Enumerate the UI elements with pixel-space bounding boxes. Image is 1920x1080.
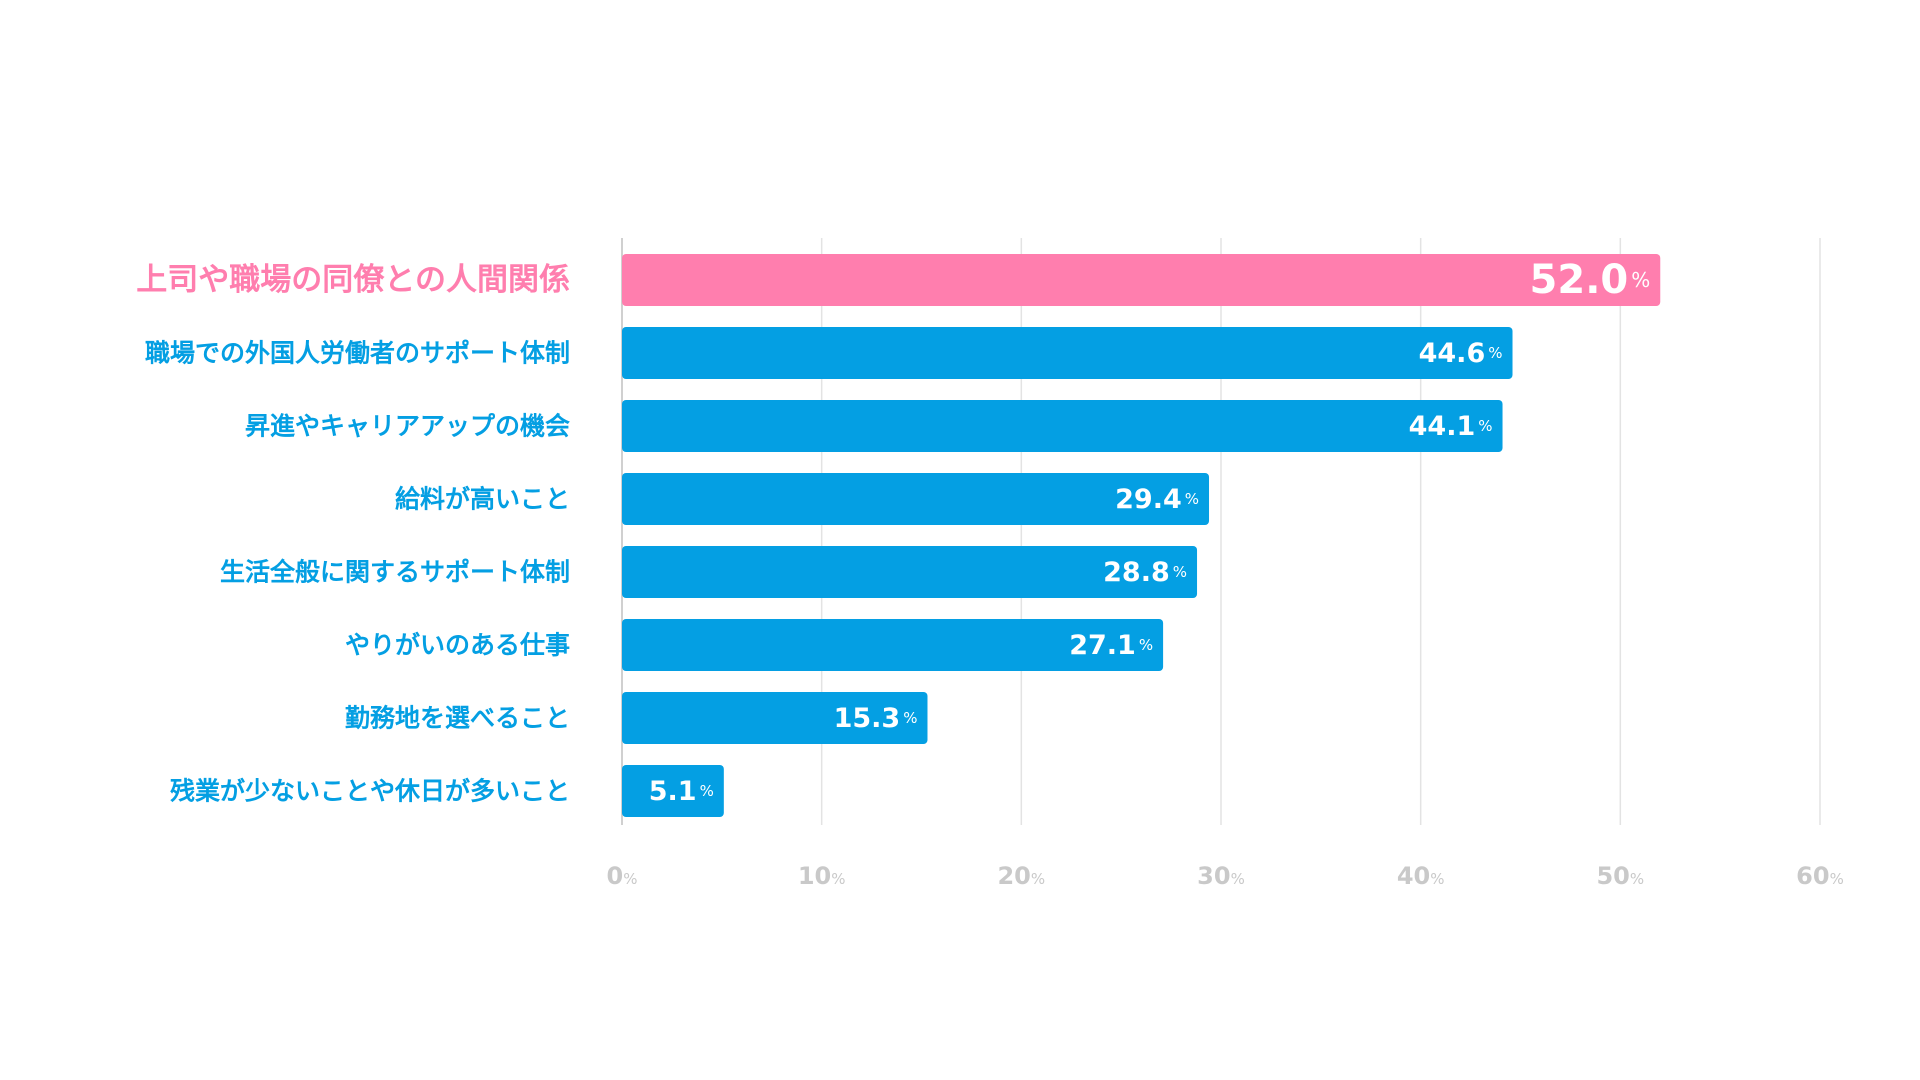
value-label: 44.1% — [1409, 411, 1493, 442]
x-tick-label: 20% — [997, 862, 1045, 890]
value-label: 44.6% — [1419, 338, 1503, 369]
x-tick-value: 50 — [1596, 862, 1629, 890]
value-number: 44.6 — [1419, 338, 1486, 369]
x-tick-label: 40% — [1397, 862, 1445, 890]
bar — [622, 400, 1503, 452]
x-tick-label: 50% — [1596, 862, 1644, 890]
value-unit: % — [1631, 268, 1650, 292]
x-tick-label: 60% — [1796, 862, 1844, 890]
value-unit: % — [1173, 563, 1187, 581]
category-label: 残業が少ないことや休日が多いこと — [170, 777, 570, 806]
x-tick-label: 0% — [607, 862, 638, 890]
x-tick-unit: % — [1231, 870, 1245, 888]
bar — [622, 619, 1164, 671]
x-tick-unit: % — [1031, 870, 1045, 888]
x-tick-unit: % — [831, 870, 845, 888]
value-unit: % — [903, 709, 917, 727]
value-number: 15.3 — [834, 703, 901, 734]
category-label: 給料が高いこと — [395, 485, 570, 514]
category-label-layer: 上司や職場の同僚との人間関係職場での外国人労働者のサポート体制昇進やキャリアアッ… — [136, 262, 570, 806]
bar — [622, 692, 928, 744]
value-number: 5.1 — [649, 776, 697, 807]
bar — [622, 327, 1513, 379]
x-tick-label: 30% — [1197, 862, 1245, 890]
bar — [622, 546, 1198, 598]
x-tick-unit: % — [1830, 870, 1844, 888]
value-unit: % — [1478, 417, 1492, 435]
value-label: 5.1% — [649, 776, 714, 807]
value-label: 52.0% — [1530, 257, 1651, 303]
value-number: 52.0 — [1530, 257, 1629, 303]
x-tick-value: 10 — [798, 862, 831, 890]
value-label: 15.3% — [834, 703, 918, 734]
value-label: 28.8% — [1103, 557, 1187, 588]
bar-highlight — [622, 254, 1661, 306]
bar-layer: 52.0 %44.6 %44.1 %29.4 %28.8 %27.1 %15.3 %5.1% — [622, 254, 1661, 817]
x-tick-unit: % — [1430, 870, 1444, 888]
value-number: 44.1 — [1409, 411, 1476, 442]
category-label: 職場での外国人労働者のサポート体制 — [145, 339, 570, 368]
x-tick-value: 40 — [1397, 862, 1430, 890]
x-tick-unit: % — [623, 870, 637, 888]
value-number: 29.4 — [1115, 484, 1182, 515]
x-tick-value: 30 — [1197, 862, 1230, 890]
category-label: 昇進やキャリアアップの機会 — [245, 412, 570, 441]
category-label: やりがいのある仕事 — [345, 631, 570, 660]
value-unit: % — [700, 782, 714, 800]
x-tick-unit: % — [1630, 870, 1644, 888]
value-label: 27.1% — [1069, 630, 1153, 661]
value-number: 28.8 — [1103, 557, 1170, 588]
x-tick-label: 10% — [798, 862, 846, 890]
x-tick-layer: 0% 10% 20% 30% 40% 50% 60% — [607, 862, 1844, 890]
category-label: 勤務地を選べること — [345, 704, 570, 733]
value-number: 27.1 — [1069, 630, 1136, 661]
category-label: 生活全般に関するサポート体制 — [220, 558, 570, 587]
category-label: 上司や職場の同僚との人間関係 — [136, 262, 570, 298]
value-unit: % — [1488, 344, 1502, 362]
x-tick-value: 60 — [1796, 862, 1829, 890]
x-tick-value: 0 — [607, 862, 624, 890]
value-unit: % — [1139, 636, 1153, 654]
bar — [622, 473, 1210, 525]
value-unit: % — [1185, 490, 1199, 508]
bar — [622, 765, 724, 817]
value-label: 29.4% — [1115, 484, 1199, 515]
x-tick-value: 20 — [997, 862, 1030, 890]
